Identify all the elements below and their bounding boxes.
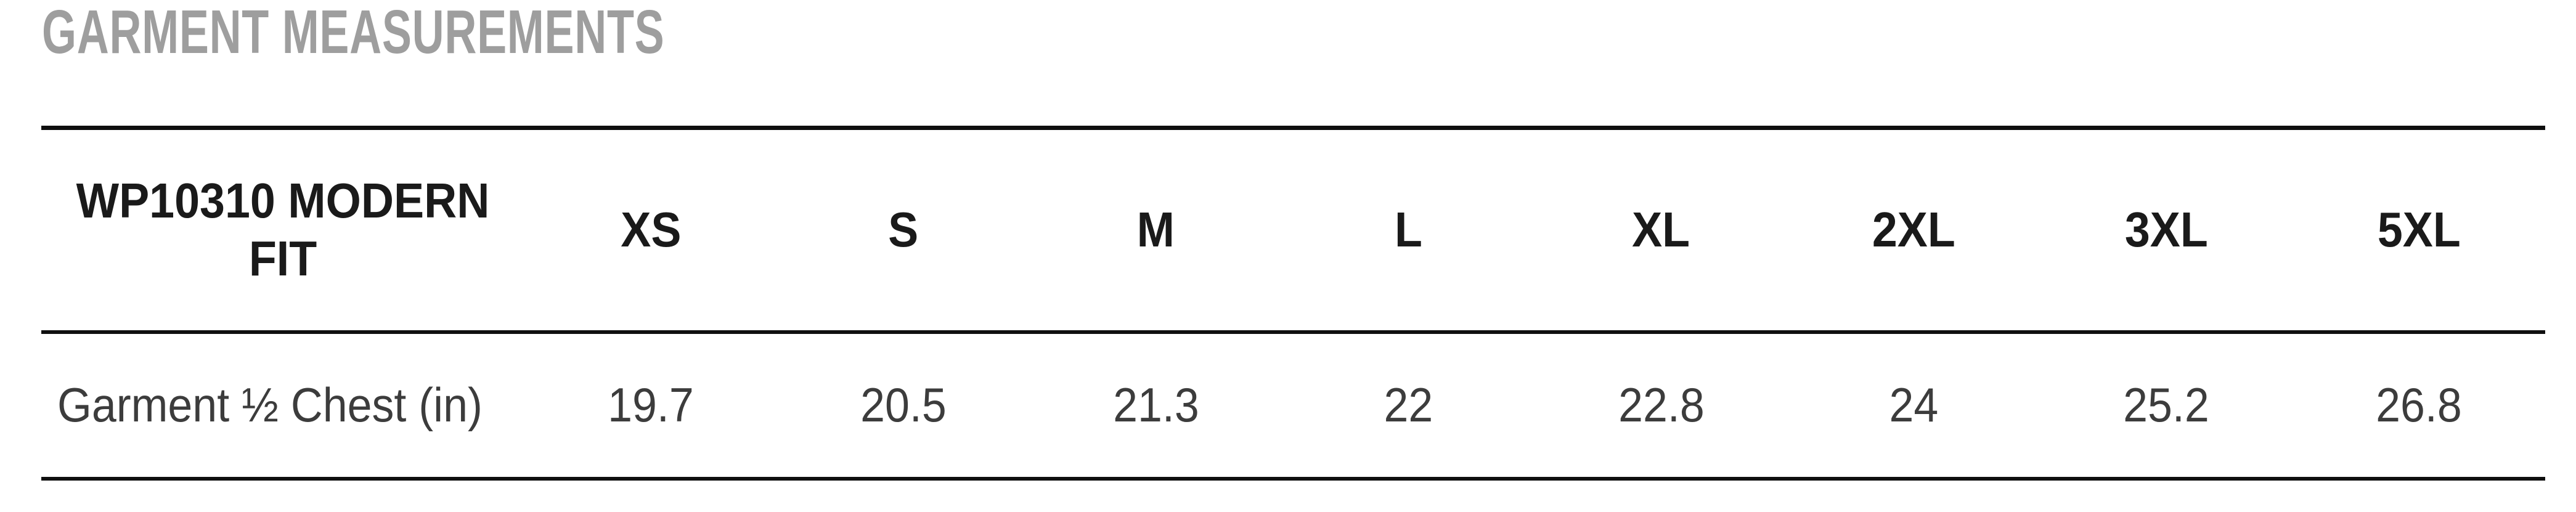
- product-name-header: WP10310 MODERN FIT: [41, 128, 524, 332]
- size-header-3xl: 3XL: [2124, 202, 2208, 258]
- measurement-value-2xl: 24: [1889, 378, 1939, 433]
- size-header-2xl: 2XL: [1872, 202, 1955, 258]
- page-title: GARMENT MEASUREMENTS: [42, 0, 665, 67]
- product-name-label: WP10310 MODERN FIT: [76, 173, 490, 286]
- measurement-value-3xl: 25.2: [2123, 378, 2210, 433]
- size-header-s: S: [888, 202, 919, 258]
- measurement-value-s: 20.5: [860, 378, 947, 433]
- measurement-value-5xl: 26.8: [2376, 378, 2462, 433]
- table-row-garment-half-chest: Garment ½ Chest (in) 19.7 20.5 21.3 22 2…: [41, 332, 2545, 479]
- measurement-row-label: Garment ½ Chest (in): [57, 378, 483, 433]
- measurement-value-l: 22: [1384, 378, 1433, 433]
- size-chart-header-row: WP10310 MODERN FIT XS S M L XL 2: [41, 128, 2545, 332]
- size-header-5xl: 5XL: [2377, 202, 2461, 258]
- size-header-xl: XL: [1632, 202, 1690, 258]
- garment-measurements-section: WP10310 MODERN FIT XS S M L XL 2: [41, 126, 2545, 481]
- size-header-m: M: [1137, 202, 1175, 258]
- measurement-value-xs: 19.7: [608, 378, 694, 433]
- size-header-xs: XS: [620, 202, 682, 258]
- measurement-value-m: 21.3: [1112, 378, 1199, 433]
- size-header-l: L: [1395, 202, 1423, 258]
- measurement-value-xl: 22.8: [1618, 378, 1705, 433]
- size-chart-table: WP10310 MODERN FIT XS S M L XL 2: [41, 126, 2545, 481]
